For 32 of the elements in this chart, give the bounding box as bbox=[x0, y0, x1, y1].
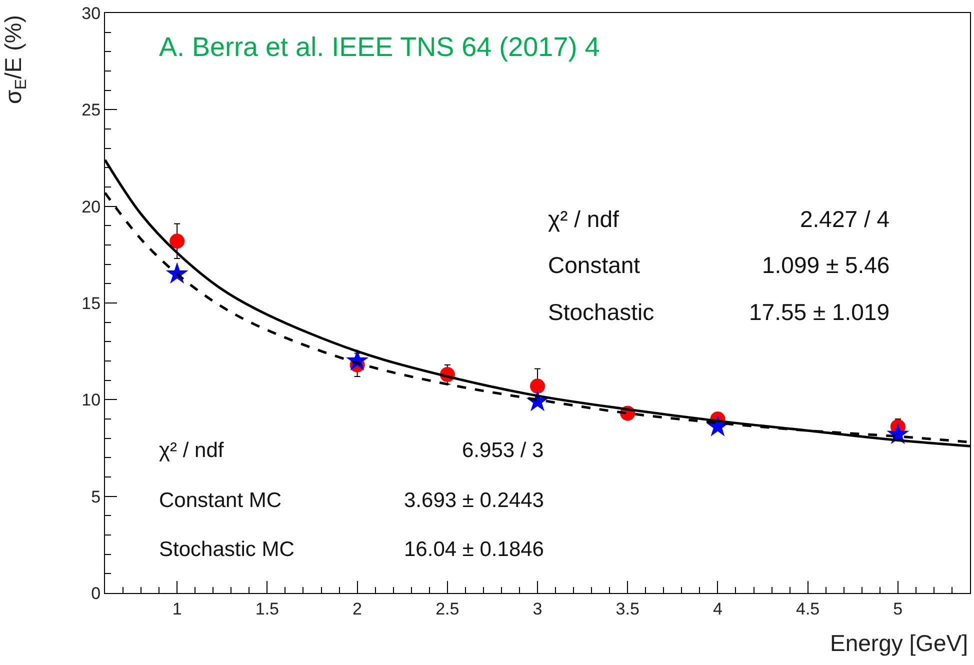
annotation: 17.55 ± 1.019 bbox=[749, 299, 890, 325]
annotation: 2.427 / 4 bbox=[800, 206, 890, 232]
y-tick-label: 0 bbox=[91, 584, 101, 603]
annotation: Constant MC bbox=[159, 489, 282, 512]
y-tick-label: 30 bbox=[82, 4, 101, 23]
x-tick-label: 5 bbox=[893, 599, 903, 618]
x-tick-label: 4 bbox=[712, 599, 722, 618]
x-tick-label: 3 bbox=[532, 599, 542, 618]
x-tick-label: 1 bbox=[172, 599, 182, 618]
x-tick-label: 2 bbox=[352, 599, 362, 618]
point bbox=[530, 378, 545, 394]
text: A. Berra et al. IEEE TNS 64 (2017) 4 bbox=[159, 32, 600, 62]
x-axis-title: Energy [GeV] bbox=[830, 630, 968, 656]
x-tick-label: 4.5 bbox=[796, 599, 820, 618]
annotation: Constant bbox=[548, 252, 641, 278]
y-tick-label: 10 bbox=[82, 390, 101, 410]
annotation: 1.099 ± 5.46 bbox=[762, 252, 890, 278]
y-tick-label: 20 bbox=[82, 197, 101, 216]
x-tick-label: 3.5 bbox=[616, 599, 640, 618]
annotation: χ² / ndf bbox=[548, 206, 620, 232]
annotation: 3.693 ± 0.2443 bbox=[404, 489, 544, 512]
annotation: χ² / ndf bbox=[159, 439, 224, 462]
x-tick-label: 1.5 bbox=[255, 599, 280, 618]
x-tick-label: 2.5 bbox=[436, 599, 460, 618]
y-tick-label: 15 bbox=[82, 294, 101, 313]
annotation: Stochastic bbox=[548, 299, 654, 325]
y-tick-label: 5 bbox=[91, 487, 101, 506]
annotation: 6.953 / 3 bbox=[462, 439, 544, 462]
annotation: Stochastic MC bbox=[159, 538, 294, 561]
y-tick-label: 25 bbox=[82, 100, 101, 120]
point bbox=[170, 234, 185, 249]
annotation: 16.04 ± 0.1846 bbox=[404, 538, 544, 561]
